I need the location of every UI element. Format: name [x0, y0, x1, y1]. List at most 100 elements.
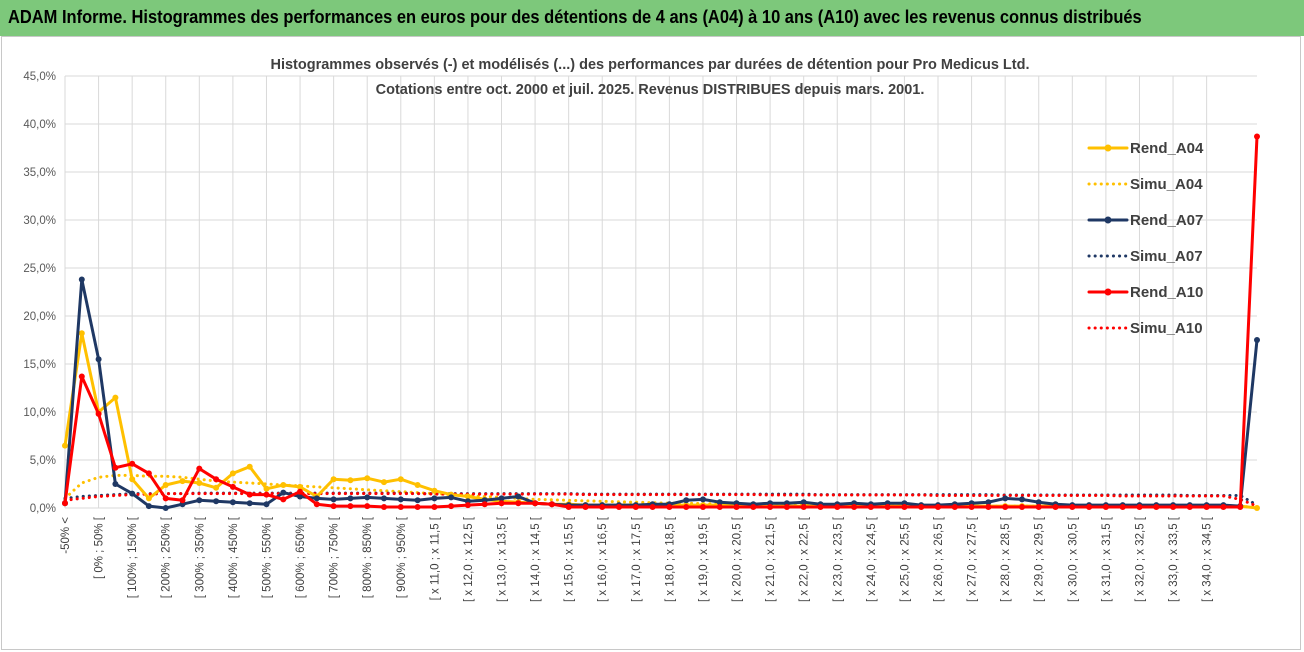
data-point-rend_a10 [985, 504, 992, 510]
data-point-rend_a07 [78, 276, 85, 283]
x-tick-label: [ x 18,0 ; x 18,5 [ [664, 516, 676, 602]
data-point-rend_a10 [867, 504, 874, 510]
data-point-rend_a10 [364, 503, 371, 510]
data-point-rend_a04 [145, 495, 152, 502]
x-tick-label: [ x 15,0 ; x 15,5 [ [564, 516, 576, 602]
data-point-rend_a10 [297, 488, 303, 495]
data-point-rend_a10 [666, 504, 673, 510]
x-tick-label: [ 100% ; 150% [ [127, 516, 139, 598]
data-point-rend_a07 [95, 356, 102, 363]
data-point-rend_a10 [951, 504, 958, 510]
data-point-rend_a07 [229, 499, 236, 506]
x-tick-label: [ x 30,0 ; x 30,5 [ [1067, 516, 1079, 602]
data-point-rend_a10 [649, 504, 656, 510]
data-point-rend_a07 [347, 495, 354, 502]
data-point-rend_a07 [1035, 499, 1042, 506]
data-point-rend_a04 [263, 485, 270, 492]
legend-label: Simu_A04 [1130, 176, 1203, 193]
data-point-rend_a10 [851, 504, 858, 510]
series-layer [62, 133, 1260, 511]
data-point-rend_a10 [112, 464, 119, 471]
data-point-rend_a10 [716, 504, 723, 510]
data-point-rend_a07 [515, 493, 522, 500]
series-line-rend_a04 [63, 331, 1259, 510]
data-point-rend_a10 [1136, 504, 1143, 510]
data-point-rend_a10 [599, 504, 606, 510]
data-point-rend_a10 [683, 504, 690, 510]
data-point-rend_a10 [1019, 504, 1025, 510]
y-tick-label: 10,0% [23, 407, 56, 419]
data-point-rend_a04 [78, 330, 85, 337]
data-point-rend_a10 [1186, 504, 1193, 510]
data-point-rend_a10 [95, 410, 102, 417]
data-point-rend_a10 [129, 460, 136, 467]
data-point-rend_a04 [1254, 505, 1260, 511]
x-tick-label: [ x 16,0 ; x 16,5 [ [597, 516, 609, 602]
data-point-rend_a07 [145, 503, 152, 510]
data-point-rend_a10 [263, 491, 270, 498]
x-tick-label: [ x 22,0 ; x 22,5 [ [799, 516, 811, 602]
data-point-rend_a04 [196, 480, 203, 486]
data-point-rend_a07 [330, 496, 337, 503]
data-point-rend_a07 [800, 499, 807, 506]
data-point-rend_a07 [448, 494, 455, 501]
data-point-rend_a10 [783, 504, 790, 510]
data-point-rend_a10 [1069, 504, 1076, 510]
data-point-rend_a07 [213, 498, 220, 505]
y-tick-label: 30,0% [23, 215, 56, 227]
x-tick-label: [ x 32,0 ; x 32,5 [ [1134, 516, 1146, 602]
x-tick-label: [ x 29,0 ; x 29,5 [ [1034, 516, 1046, 602]
data-point-rend_a10 [834, 504, 841, 510]
x-tick-label: [ 700% ; 750% [ [329, 516, 341, 598]
x-tick-label: [ 800% ; 850% [ [362, 516, 374, 598]
data-point-rend_a10 [498, 500, 505, 507]
data-point-rend_a04 [246, 463, 253, 470]
data-point-rend_a10 [918, 504, 925, 510]
grid-layer [64, 75, 1257, 509]
data-point-rend_a04 [464, 493, 471, 500]
data-point-rend_a04 [414, 482, 421, 488]
data-point-rend_a10 [935, 504, 941, 510]
data-point-rend_a10 [1153, 504, 1160, 510]
data-point-rend_a07 [280, 489, 287, 496]
data-point-rend_a10 [565, 504, 572, 510]
data-point-rend_a04 [381, 479, 387, 486]
y-tick-label: 20,0% [23, 311, 56, 323]
legend-marker [1104, 144, 1112, 152]
data-point-rend_a10 [280, 496, 287, 503]
data-point-rend_a10 [1254, 133, 1260, 140]
chart-subtitle: Cotations entre oct. 2000 et juil. 2025.… [376, 82, 925, 98]
x-tick-label: [ x 34,0 ; x 34,5 [ [1202, 516, 1214, 602]
data-point-rend_a10 [817, 504, 824, 510]
data-point-rend_a10 [582, 504, 589, 510]
data-point-rend_a07 [985, 499, 992, 506]
data-point-rend_a04 [62, 442, 68, 449]
data-point-rend_a10 [1203, 504, 1210, 510]
data-point-rend_a10 [1170, 504, 1177, 510]
y-tick-label: 0,0% [30, 503, 56, 515]
x-tick-label: [ x 20,0 ; x 20,5 [ [732, 516, 744, 602]
data-point-rend_a10 [448, 503, 455, 510]
legend-label: Simu_A07 [1130, 248, 1203, 265]
data-point-rend_a04 [280, 482, 287, 488]
data-point-rend_a10 [1237, 504, 1244, 510]
y-tick-label: 35,0% [23, 167, 56, 179]
legend-label: Simu_A10 [1130, 320, 1203, 337]
x-tick-label: [ 400% ; 450% [ [228, 516, 240, 598]
data-point-rend_a10 [431, 504, 438, 510]
legend-marker [1104, 216, 1112, 224]
data-point-rend_a10 [229, 483, 236, 490]
data-point-rend_a04 [364, 475, 371, 482]
x-tick-label: [ x 27,0 ; x 27,5 [ [967, 516, 979, 602]
data-point-rend_a07 [1019, 496, 1025, 503]
data-point-rend_a10 [548, 501, 555, 508]
data-point-rend_a04 [229, 470, 236, 477]
x-tick-label: [ 300% ; 350% [ [194, 516, 206, 598]
data-point-rend_a10 [1035, 504, 1042, 510]
series-line-rend_a07 [63, 278, 1259, 510]
banner-title: ADAM Informe. Histogrammes des performan… [8, 6, 1142, 27]
y-tick-label: 5,0% [30, 455, 56, 467]
data-point-rend_a10 [246, 491, 253, 498]
data-point-rend_a10 [750, 504, 757, 510]
data-point-rend_a04 [347, 477, 354, 484]
